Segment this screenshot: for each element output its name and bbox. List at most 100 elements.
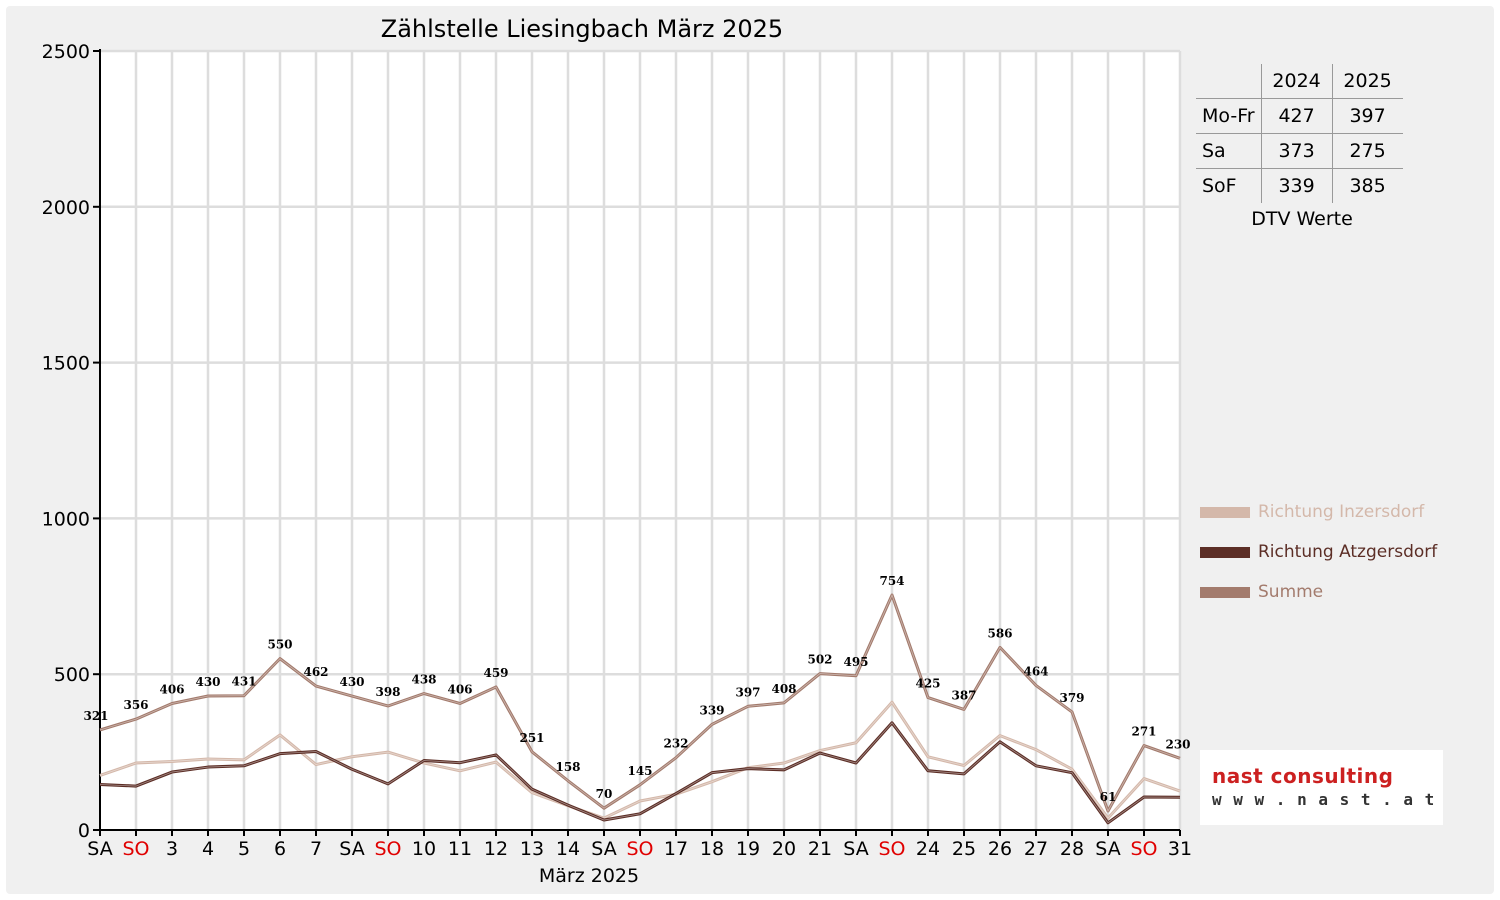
series-line-highlight bbox=[99, 701, 1181, 819]
x-tick-label: 4 bbox=[202, 838, 214, 860]
x-tick-label: 26 bbox=[988, 838, 1012, 860]
y-tick-label: 1500 bbox=[42, 353, 90, 375]
x-tick-label: SA bbox=[87, 838, 112, 860]
data-label: 387 bbox=[951, 688, 976, 702]
dtv-row-label: Sa bbox=[1196, 133, 1262, 169]
dtv-table: 2024 2025 Mo-Fr 427 397 Sa 373 275 SoF 3… bbox=[1196, 64, 1403, 203]
data-label: 462 bbox=[303, 665, 328, 679]
x-tick-label: 5 bbox=[238, 838, 250, 860]
x-tick-label: SO bbox=[374, 838, 401, 860]
data-label: 406 bbox=[447, 682, 472, 696]
data-label: 251 bbox=[519, 731, 544, 745]
data-label: 70 bbox=[596, 787, 613, 801]
x-tick-label: 6 bbox=[274, 838, 286, 860]
dtv-value-2025: 385 bbox=[1331, 168, 1403, 203]
x-tick-label: SO bbox=[878, 838, 905, 860]
legend-item: Richtung Inzersdorf bbox=[1200, 492, 1437, 532]
x-tick-label: 14 bbox=[556, 838, 580, 860]
x-tick-label: 27 bbox=[1024, 838, 1048, 860]
data-label: 550 bbox=[267, 638, 292, 652]
x-tick-label: 20 bbox=[772, 838, 796, 860]
chart-title: Zählstelle Liesingbach März 2025 bbox=[381, 15, 783, 43]
chart-legend: Richtung Inzersdorf Richtung Atzgersdorf S… bbox=[1200, 492, 1437, 612]
legend-label: Summe bbox=[1258, 582, 1324, 602]
x-tick-label: 19 bbox=[736, 838, 760, 860]
x-tick-label: 3 bbox=[166, 838, 178, 860]
y-tick-label: 500 bbox=[54, 664, 90, 686]
data-label: 495 bbox=[843, 655, 868, 669]
data-label: 230 bbox=[1165, 737, 1190, 751]
logo-url: w w w . n a s t . a t bbox=[1212, 790, 1436, 809]
data-label: 145 bbox=[627, 764, 652, 778]
x-tick-label: 18 bbox=[700, 838, 724, 860]
x-tick-label: 24 bbox=[916, 838, 940, 860]
dtv-row-label: SoF bbox=[1202, 175, 1237, 197]
x-tick-label: 21 bbox=[808, 838, 832, 860]
x-tick-label: SA bbox=[591, 838, 616, 860]
data-label: 459 bbox=[483, 666, 508, 680]
dtv-header-2025: 2025 bbox=[1331, 64, 1403, 99]
x-tick-label: 25 bbox=[952, 838, 976, 860]
legend-swatch bbox=[1200, 586, 1250, 598]
dtv-value-2024: 339 bbox=[1260, 168, 1333, 203]
x-axis-label: März 2025 bbox=[539, 865, 639, 887]
data-label: 430 bbox=[195, 675, 220, 689]
x-tick-label: SA bbox=[339, 838, 364, 860]
legend-label: Richtung Inzersdorf bbox=[1258, 502, 1425, 522]
data-label: 379 bbox=[1059, 691, 1084, 705]
data-label: 271 bbox=[1131, 725, 1156, 739]
dtv-value-2025: 275 bbox=[1331, 133, 1403, 169]
data-label: 464 bbox=[1023, 664, 1048, 678]
x-tick-label: SO bbox=[626, 838, 653, 860]
dtv-value-2024: 373 bbox=[1260, 133, 1333, 169]
company-logo: nast consulting w w w . n a s t . a t bbox=[1200, 750, 1443, 825]
x-tick-label: SO bbox=[1130, 838, 1157, 860]
x-tick-label: 12 bbox=[484, 838, 508, 860]
y-tick-label: 0 bbox=[78, 820, 90, 842]
series-line bbox=[99, 700, 1181, 820]
x-tick-label: 28 bbox=[1060, 838, 1084, 860]
x-tick-label: 11 bbox=[448, 838, 472, 860]
data-label: 61 bbox=[1100, 790, 1117, 804]
series-line bbox=[99, 721, 1181, 825]
legend-swatch bbox=[1200, 546, 1250, 558]
series-line-highlight bbox=[99, 722, 1181, 824]
y-tick-label: 1000 bbox=[42, 508, 90, 530]
series-line bbox=[99, 593, 1181, 813]
x-tick-label: SO bbox=[122, 838, 149, 860]
data-label: 397 bbox=[735, 685, 760, 699]
data-label: 431 bbox=[231, 675, 256, 689]
data-label: 408 bbox=[771, 682, 796, 696]
x-tick-label: SA bbox=[843, 838, 868, 860]
x-tick-label: 7 bbox=[310, 838, 322, 860]
dtv-header-blank bbox=[1196, 64, 1262, 99]
data-label: 502 bbox=[807, 653, 832, 667]
data-label: 232 bbox=[663, 737, 688, 751]
data-label: 430 bbox=[339, 675, 364, 689]
dtv-value-2024: 427 bbox=[1260, 98, 1333, 134]
legend-item: Richtung Atzgersdorf bbox=[1200, 532, 1437, 572]
dtv-value-2025: 397 bbox=[1331, 98, 1403, 134]
legend-item: Summe bbox=[1200, 572, 1437, 612]
data-label: 406 bbox=[159, 682, 184, 696]
series-line-highlight bbox=[99, 593, 1181, 812]
data-label: 754 bbox=[879, 574, 904, 588]
dtv-row-mofr: Mo-Fr 427 397 bbox=[1196, 98, 1403, 134]
x-tick-label: 13 bbox=[520, 838, 544, 860]
legend-swatch bbox=[1200, 506, 1250, 518]
y-tick-label: 2000 bbox=[42, 197, 90, 219]
y-tick-label: 2500 bbox=[42, 41, 90, 63]
x-tick-label: 10 bbox=[412, 838, 436, 860]
data-label: 321 bbox=[83, 709, 108, 723]
x-tick-label: SA bbox=[1095, 838, 1120, 860]
legend-label: Richtung Atzgersdorf bbox=[1258, 542, 1438, 562]
data-label: 356 bbox=[123, 698, 148, 712]
dtv-row-sa: Sa 373 275 bbox=[1196, 133, 1403, 169]
data-label: 339 bbox=[699, 703, 724, 717]
dtv-row-label: Mo-Fr bbox=[1196, 98, 1262, 134]
dtv-header-row: 2024 2025 bbox=[1196, 64, 1403, 99]
data-label: 438 bbox=[411, 673, 436, 687]
logo-name: nast consulting bbox=[1212, 764, 1394, 788]
dtv-row-sof: SoF 339 385 bbox=[1196, 168, 1403, 203]
